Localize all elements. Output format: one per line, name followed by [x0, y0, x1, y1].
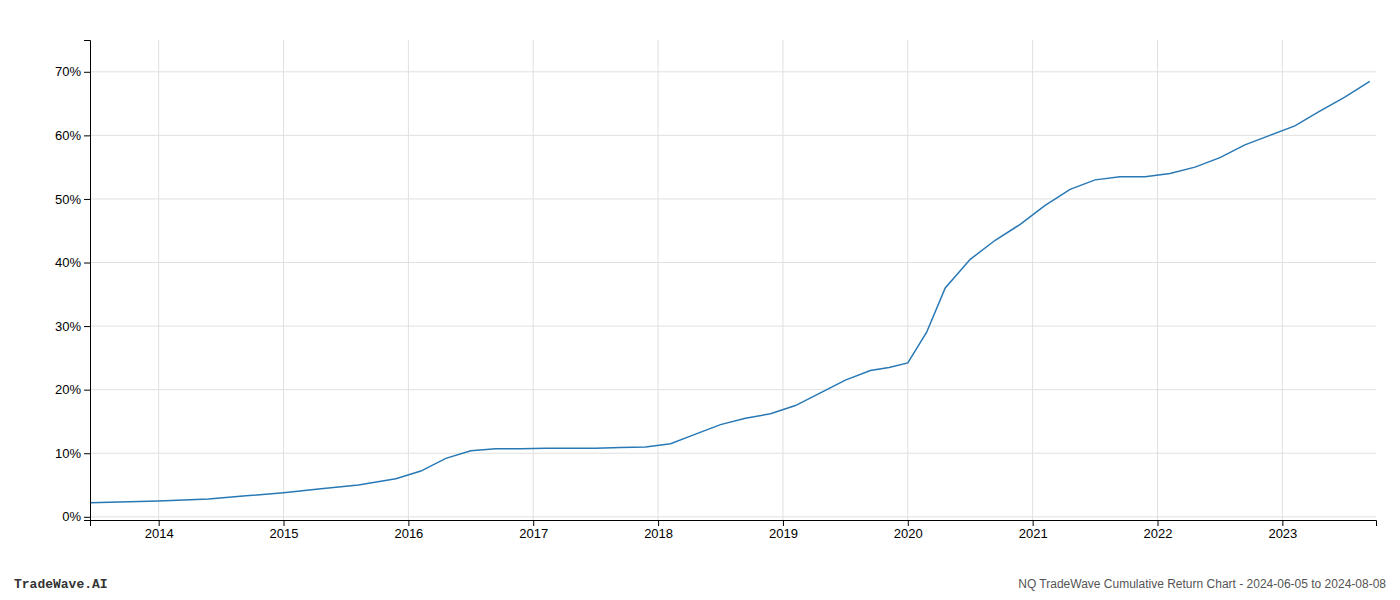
grid-line	[90, 516, 1376, 517]
tick-label: 30%	[55, 319, 81, 334]
tick-label: 60%	[55, 128, 81, 143]
tick-label: 40%	[55, 255, 81, 270]
tick: 2017	[519, 520, 548, 541]
tick-mark	[1282, 520, 1283, 526]
tick: 20%	[55, 382, 90, 397]
tick-mark	[658, 520, 659, 526]
tick: 2019	[769, 520, 798, 541]
tick-label: 0%	[62, 509, 81, 524]
x-axis: 2014 2015 2016 2017 2018 2019 2020 2021 2022 2023	[91, 520, 1377, 541]
chart: 2014 2015 2016 2017 2018 2019 2020 2021 2022 2023…	[0, 0, 1400, 600]
grid-line	[90, 71, 1376, 72]
tick: 2015	[270, 520, 299, 541]
tick: 2014	[145, 520, 174, 541]
tick-mark	[284, 520, 285, 526]
grid	[90, 40, 1376, 520]
tick-mark	[1033, 520, 1034, 526]
line	[90, 81, 1370, 503]
plot: 2014 2015 2016 2017 2018 2019 2020 2021 2022 2023…	[55, 40, 1377, 541]
tick-mark	[84, 72, 90, 73]
tick: 2021	[1019, 520, 1048, 541]
tick-mark	[533, 520, 534, 526]
tick: 30%	[55, 319, 90, 334]
tick-mark	[84, 453, 90, 454]
grid-line	[90, 262, 1376, 263]
grid-line	[408, 40, 409, 520]
tick-mark	[84, 390, 90, 391]
tick-mark	[908, 520, 909, 526]
tick-mark	[84, 263, 90, 264]
watermark: TradeWave.AI	[14, 577, 108, 592]
tick-label: 2020	[894, 526, 923, 541]
tick-label: 2021	[1019, 526, 1048, 541]
grid-line	[90, 326, 1376, 327]
tick: 70%	[55, 64, 90, 79]
tick-mark	[1158, 520, 1159, 526]
grid-line	[158, 40, 159, 520]
grid-line	[1032, 40, 1033, 520]
y-axis: 0% 10% 20% 30% 40% 50% 60% 70%	[55, 41, 91, 525]
grid-line	[283, 40, 284, 520]
tick-mark	[159, 520, 160, 526]
tick-label: 2019	[769, 526, 798, 541]
tick: 60%	[55, 128, 90, 143]
axis-line	[84, 41, 91, 521]
tick-label: 2023	[1268, 526, 1297, 541]
tick-mark	[408, 520, 409, 526]
grid-line	[782, 40, 783, 520]
grid-line	[90, 453, 1376, 454]
grid-line	[90, 389, 1376, 390]
tick-label: 2018	[644, 526, 673, 541]
grid-line	[90, 198, 1376, 199]
tick: 50%	[55, 192, 90, 207]
tick: 10%	[55, 446, 90, 461]
grid-line	[90, 135, 1376, 136]
tick-label: 70%	[55, 64, 81, 79]
tick: 40%	[55, 255, 90, 270]
tick-label: 20%	[55, 382, 81, 397]
grid-line	[1157, 40, 1158, 520]
tick: 2023	[1268, 520, 1297, 541]
tick: 2022	[1144, 520, 1173, 541]
tick: 2018	[644, 520, 673, 541]
grid-line	[658, 40, 659, 520]
tick: 0%	[62, 509, 90, 524]
tick-label: 2014	[145, 526, 174, 541]
tick: 2016	[394, 520, 423, 541]
tick-mark	[84, 326, 90, 327]
grid-line	[907, 40, 908, 520]
tick-label: 2016	[394, 526, 423, 541]
tick-label: 2022	[1144, 526, 1173, 541]
tick: 2020	[894, 520, 923, 541]
tick-label: 2017	[519, 526, 548, 541]
axis-line	[91, 521, 1377, 527]
title: NQ TradeWave Cumulative Return Chart - 2…	[1018, 577, 1386, 591]
tick-label: 50%	[55, 192, 81, 207]
tick-mark	[84, 199, 90, 200]
tick-label: 10%	[55, 446, 81, 461]
tick-mark	[84, 517, 90, 518]
tick-mark	[783, 520, 784, 526]
grid-line	[1282, 40, 1283, 520]
tick-label: 2015	[270, 526, 299, 541]
tick-mark	[84, 135, 90, 136]
marks	[90, 81, 1370, 503]
